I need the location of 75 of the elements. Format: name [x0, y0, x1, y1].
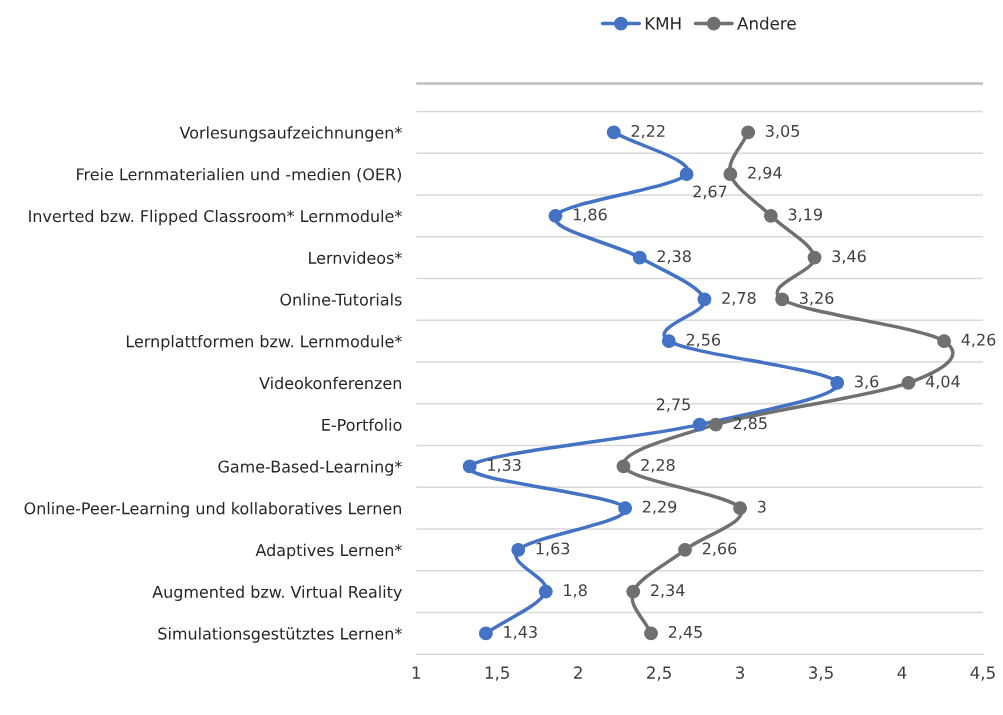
data-label: 3,19	[788, 208, 822, 223]
data-label: 3,05	[766, 124, 799, 139]
data-label: 4,04	[925, 375, 960, 390]
x-tick-label: 4,5	[970, 666, 995, 681]
data-label: 3,46	[832, 250, 866, 264]
data-label: 3,6	[855, 375, 879, 390]
point	[511, 542, 526, 557]
y-tick-label: E-Portfolio	[322, 418, 402, 431]
point	[661, 334, 676, 349]
point	[775, 292, 790, 307]
x-tick-label: 2,5	[647, 666, 671, 681]
data-label: 2,94	[748, 166, 782, 181]
y-tick-label: Freie Lernmaterialien und -medien (OER)	[77, 168, 401, 183]
y-tick-label: Augmented bzw. Virtual Reality	[152, 585, 402, 601]
data-label: 1,63	[536, 542, 570, 557]
point	[807, 250, 822, 265]
data-label: 1,33	[488, 458, 521, 473]
point	[538, 584, 553, 599]
point	[618, 501, 633, 516]
data-label: 3,26	[800, 291, 834, 306]
point	[478, 626, 493, 641]
point	[708, 417, 723, 432]
data-label: 1,8	[564, 584, 587, 598]
legend-label: KMH	[645, 17, 681, 30]
data-label: 2,85	[733, 417, 767, 431]
x-tick-label: 1,5	[485, 666, 509, 681]
data-label: 2,75	[656, 398, 690, 413]
data-label: 2,45	[668, 625, 702, 640]
data-label: 2,28	[641, 458, 675, 473]
point	[830, 375, 845, 390]
y-tick-label: Videokonferenzen	[259, 376, 401, 390]
point	[606, 125, 621, 140]
data-label: 2,38	[657, 250, 691, 264]
point	[678, 542, 692, 557]
point	[723, 167, 738, 182]
point	[692, 417, 707, 432]
point	[697, 292, 712, 307]
point	[626, 584, 641, 599]
data-label: 1,86	[573, 208, 607, 223]
data-label: 2,67	[693, 185, 727, 200]
y-tick-label: Inverted bzw. Flipped Classroom* Lernmodule*	[29, 209, 402, 226]
x-tick-label: 4	[897, 666, 907, 679]
x-tick-label: 2	[574, 666, 582, 679]
point	[632, 250, 647, 265]
point	[937, 334, 952, 349]
point	[679, 167, 694, 182]
data-label: 4,26	[961, 333, 996, 348]
point	[616, 459, 631, 474]
x-tick-label: 1	[412, 666, 421, 679]
y-tick-label: Online-Peer-Learning und kollaboratives Lernen	[24, 502, 401, 518]
data-label: 2,34	[651, 584, 685, 598]
data-label: 2,78	[722, 291, 756, 306]
x-tick-label: 3,5	[809, 666, 833, 681]
y-tick-label: Vorlesungsaufzeichnungen*	[179, 126, 402, 142]
data-label: 1,43	[504, 625, 537, 640]
x-tick-label: 3	[736, 666, 745, 679]
point	[763, 208, 778, 223]
point	[901, 375, 916, 390]
y-tick-label: Lernvideos*	[309, 251, 402, 264]
y-tick-label: Simulationsgestütztes Lernen*	[158, 627, 402, 643]
y-tick-label: Online-Tutorials	[280, 293, 402, 306]
y-tick-label: Game-Based-Learning*	[218, 460, 402, 476]
point	[741, 125, 756, 140]
point	[548, 208, 563, 223]
point	[733, 501, 748, 516]
data-label: 2,56	[686, 333, 721, 348]
point	[644, 626, 658, 641]
data-label: 2,29	[642, 500, 677, 515]
data-label: 2,66	[702, 542, 737, 557]
data-label: 2,22	[631, 124, 665, 139]
data-label: 3	[757, 500, 766, 513]
y-tick-label: Lernplattformen bzw. Lernmodule*	[126, 335, 402, 351]
point	[462, 459, 477, 474]
y-tick-label: Adaptives Lernen*	[255, 543, 402, 560]
legend-label: Andere	[737, 16, 796, 30]
